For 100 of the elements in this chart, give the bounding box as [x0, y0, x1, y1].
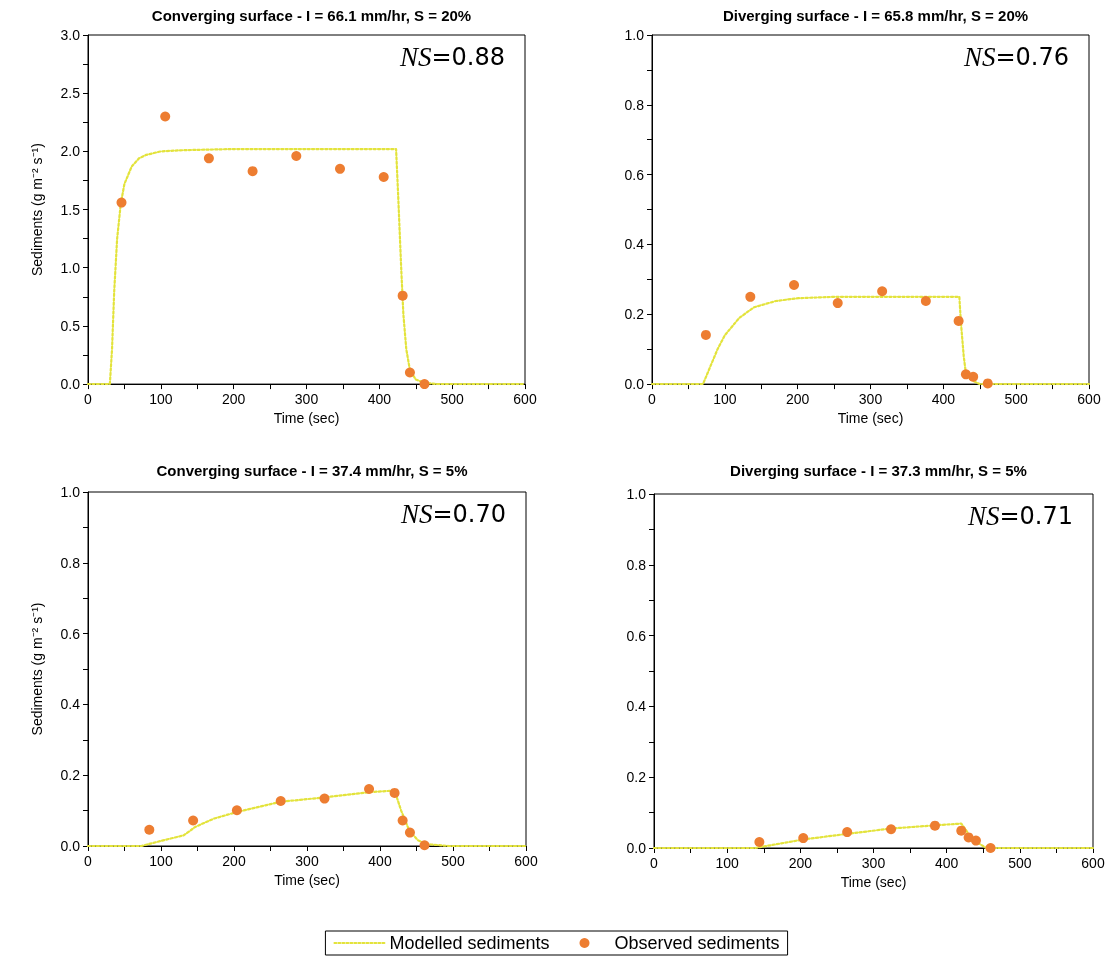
- point: [832, 298, 843, 309]
- y-tick-label: 1.0: [626, 486, 647, 502]
- point: [842, 827, 853, 838]
- annotation: NS=0.71: [966, 500, 1073, 531]
- point: [291, 151, 302, 162]
- point: [275, 796, 286, 807]
- point: [116, 197, 127, 208]
- y-tick-label: 0.8: [626, 556, 647, 573]
- y-tick-label: 0.2: [624, 306, 645, 323]
- y-tick-label: 0.4: [624, 236, 645, 253]
- y-tick-label: 0.5: [60, 317, 81, 334]
- y-tick-label: 0.2: [60, 767, 81, 784]
- point: [968, 371, 979, 382]
- y-axis-title: Sediments (g m⁻² s⁻¹): [29, 143, 45, 277]
- y-tick-label: 0.2: [626, 769, 647, 786]
- annotation: NS=0.88: [398, 41, 505, 72]
- y-tick-label: 1.0: [60, 259, 81, 276]
- y-tick-label: 0.6: [60, 625, 81, 642]
- point: [970, 835, 981, 846]
- x-tick-label: 100: [715, 855, 740, 871]
- x-axis-title: Time (sec): [274, 871, 340, 888]
- y-tick-label: 0.6: [626, 627, 647, 644]
- y-tick-label: 2.0: [60, 143, 81, 160]
- x-axis-title: Time (sec): [840, 873, 907, 890]
- legend-label: Modelled sediments: [389, 933, 550, 953]
- point: [877, 286, 888, 297]
- y-tick-label: 1.5: [60, 201, 81, 218]
- x-tick-label: 500: [441, 853, 465, 869]
- x-tick-label: 100: [149, 391, 173, 408]
- point: [397, 815, 408, 826]
- point: [378, 171, 389, 182]
- x-tick-label: 300: [294, 391, 319, 408]
- point: [203, 153, 214, 164]
- chart-title: Converging surface - I = 66.1 mm/hr, S = 20%: [151, 7, 472, 24]
- point: [754, 836, 765, 847]
- y-tick-label: 0.0: [624, 376, 645, 393]
- x-tick-label: 200: [788, 855, 813, 871]
- x-axis-title: Time (sec): [273, 410, 340, 426]
- point: [404, 827, 415, 838]
- chart-title: Converging surface - I = 37.4 mm/hr, S = 5%: [156, 462, 468, 479]
- point: [319, 793, 330, 804]
- y-tick-label: 0.8: [624, 96, 645, 113]
- y-tick-label: 3.0: [60, 27, 81, 43]
- y-tick-label: 2.5: [60, 85, 81, 102]
- point: [389, 787, 400, 798]
- x-tick-label: 0: [84, 853, 93, 869]
- point: [886, 824, 897, 835]
- point: [929, 820, 940, 831]
- x-tick-label: 0: [648, 391, 657, 408]
- x-tick-label: 300: [295, 853, 319, 869]
- y-tick-label: 0.6: [624, 166, 645, 183]
- x-tick-label: 300: [861, 855, 886, 871]
- x-axis-title: Time (sec): [837, 410, 904, 426]
- x-tick-label: 500: [1008, 855, 1032, 871]
- x-tick-label: 600: [514, 853, 538, 869]
- point: [335, 163, 345, 174]
- point: [397, 290, 408, 301]
- y-tick-label: 0.0: [626, 840, 647, 856]
- x-tick-label: 200: [222, 853, 246, 869]
- point: [953, 315, 964, 326]
- point: [745, 291, 756, 302]
- x-tick-label: 400: [934, 855, 959, 871]
- x-tick-label: 400: [931, 391, 956, 408]
- x-tick-label: 600: [513, 391, 537, 408]
- x-tick-label: 600: [1077, 391, 1101, 408]
- point: [982, 378, 993, 389]
- point: [247, 166, 258, 177]
- x-tick-label: 500: [1004, 391, 1029, 408]
- y-tick-label: 1.0: [60, 484, 81, 500]
- point: [419, 379, 430, 390]
- x-tick-label: 200: [785, 391, 810, 408]
- x-tick-label: 0: [650, 855, 659, 871]
- annotation: NS=0.70: [399, 498, 506, 529]
- annotation: NS=0.76: [962, 41, 1069, 72]
- point: [419, 840, 430, 851]
- point: [144, 824, 155, 835]
- legend-label: Observed sediments: [614, 933, 780, 953]
- point: [404, 367, 415, 378]
- y-tick-label: 0.0: [60, 376, 81, 393]
- x-tick-label: 100: [713, 391, 737, 408]
- y-tick-label: 0.4: [626, 698, 647, 715]
- y-tick-label: 0.0: [60, 838, 81, 854]
- y-tick-label: 0.4: [60, 696, 81, 713]
- x-tick-label: 100: [149, 853, 173, 869]
- x-tick-label: 500: [440, 391, 465, 408]
- point: [920, 296, 931, 307]
- x-tick-label: 600: [1081, 855, 1105, 871]
- point: [364, 784, 375, 794]
- point: [798, 833, 809, 844]
- point: [700, 329, 711, 340]
- point: [188, 815, 199, 826]
- point: [231, 805, 242, 816]
- point: [160, 111, 171, 122]
- x-tick-label: 0: [84, 391, 93, 408]
- y-tick-label: 1.0: [624, 27, 645, 43]
- point: [985, 843, 996, 853]
- point: [789, 279, 800, 290]
- x-tick-label: 200: [221, 391, 246, 408]
- chart-title: Diverging surface - I = 37.3 mm/hr, S = 5%: [730, 462, 1027, 479]
- point: [956, 825, 967, 836]
